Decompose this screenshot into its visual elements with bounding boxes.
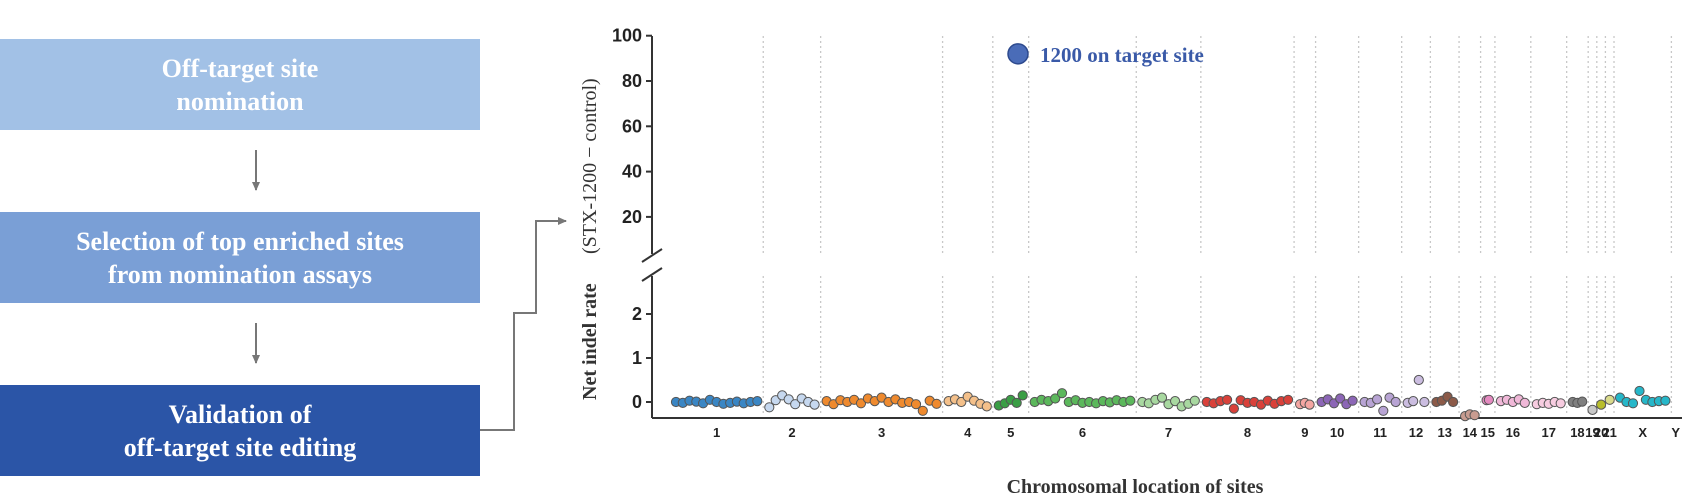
x-tick-label-chr20: 20 bbox=[1594, 425, 1608, 440]
point-chr11 bbox=[1390, 396, 1401, 408]
point-chr9 bbox=[1304, 399, 1315, 410]
flow-arrow-to-chart bbox=[480, 217, 567, 431]
x-tick-label-chr6: 6 bbox=[1079, 425, 1086, 440]
x-tick-label-chrY: Y bbox=[1671, 425, 1680, 440]
point-chr2 bbox=[790, 399, 801, 410]
point-chr5 bbox=[1017, 390, 1028, 401]
point-chr8 bbox=[1222, 394, 1233, 405]
point-chr2 bbox=[809, 399, 820, 410]
x-tick-label-chr3: 3 bbox=[878, 425, 885, 440]
y-tick-label: 1 bbox=[632, 348, 642, 368]
point-chr7 bbox=[1156, 392, 1168, 403]
axis-break-mark bbox=[641, 248, 663, 282]
on-target-point bbox=[1007, 43, 1029, 65]
point-chr3 bbox=[910, 399, 922, 410]
point-chrX bbox=[1634, 385, 1645, 397]
x-tick-label-chr11: 11 bbox=[1373, 425, 1387, 440]
x-tick-label-chr9: 9 bbox=[1301, 425, 1308, 440]
x-tick-label-chr2: 2 bbox=[788, 425, 795, 440]
y-tick-label: 2 bbox=[632, 304, 642, 324]
x-tick-label-chr12: 12 bbox=[1409, 425, 1423, 440]
x-tick-label-chrX: X bbox=[1638, 425, 1647, 440]
x-tick-label-chr5: 5 bbox=[1007, 425, 1014, 440]
on-target-label: 1200 on target site bbox=[1040, 43, 1204, 67]
x-tick-label-chr13: 13 bbox=[1437, 425, 1451, 440]
point-chr12 bbox=[1413, 374, 1424, 386]
point-chr5 bbox=[1011, 397, 1022, 408]
x-axis-title: Chromosomal location of sites bbox=[1007, 476, 1264, 498]
y-tick-label: 20 bbox=[622, 207, 642, 227]
point-chr10 bbox=[1347, 395, 1358, 406]
point-chr13 bbox=[1448, 396, 1459, 408]
workflow-step-validation: Validation of off-target site editing bbox=[0, 385, 480, 476]
workflow-step-selection-label: Selection of top enriched sites from nom… bbox=[76, 226, 404, 289]
point-chr20 bbox=[1596, 399, 1607, 410]
point-chr12 bbox=[1419, 396, 1430, 408]
point-chr12 bbox=[1408, 396, 1419, 407]
x-tick-label-chr15: 15 bbox=[1481, 425, 1495, 440]
point-chr3 bbox=[917, 405, 928, 416]
x-tick-label-chr21: 21 bbox=[1602, 425, 1616, 440]
x-tick-label-chr14: 14 bbox=[1463, 425, 1478, 440]
y-tick-label: 0 bbox=[632, 392, 642, 412]
y-tick-label: 60 bbox=[622, 116, 642, 136]
y-tick-label: 100 bbox=[612, 26, 642, 46]
point-chr8 bbox=[1228, 403, 1240, 414]
x-tick-label-chr1: 1 bbox=[713, 425, 720, 440]
point-chr11 bbox=[1372, 394, 1383, 405]
data-points bbox=[670, 374, 1671, 422]
y-ticks-lower: 0 1 2 bbox=[632, 304, 652, 412]
workflow-step-validation-label: Validation of off-target site editing bbox=[123, 399, 357, 462]
point-chr21 bbox=[1604, 394, 1615, 405]
point-chr10 bbox=[1335, 393, 1346, 404]
point-chr6 bbox=[1125, 395, 1136, 406]
point-chr11 bbox=[1378, 405, 1389, 416]
point-chr2 bbox=[764, 402, 775, 413]
x-tick-label-chr10: 10 bbox=[1330, 425, 1344, 440]
point-chr14 bbox=[1469, 410, 1480, 421]
point-chr17 bbox=[1555, 398, 1566, 409]
workflow-step-nomination-label: Off-target site nomination bbox=[161, 53, 319, 116]
x-tick-label-chr17: 17 bbox=[1541, 425, 1555, 440]
y-tick-label: 40 bbox=[622, 162, 642, 182]
x-tick-label-chr16: 16 bbox=[1506, 425, 1520, 440]
point-chr16 bbox=[1519, 397, 1530, 408]
y-tick-label: 80 bbox=[622, 71, 642, 91]
x-tick-label-chr7: 7 bbox=[1165, 425, 1172, 440]
point-chr19 bbox=[1587, 404, 1598, 415]
point-chr3 bbox=[855, 398, 867, 409]
point-chr1 bbox=[752, 396, 763, 407]
point-chr4 bbox=[981, 401, 992, 412]
point-chr3 bbox=[931, 398, 942, 409]
point-chr18 bbox=[1577, 396, 1588, 407]
x-tick-label-chr4: 4 bbox=[964, 425, 972, 440]
chromosome-grid-lines bbox=[762, 36, 1673, 416]
workflow-step-nomination: Off-target site nomination bbox=[0, 39, 480, 130]
y-ticks-upper: 20 40 60 80 100 bbox=[612, 26, 652, 227]
point-chr6 bbox=[1050, 393, 1061, 404]
point-chr6 bbox=[1056, 388, 1068, 399]
x-tick-label-chr8: 8 bbox=[1244, 425, 1251, 440]
point-chr7 bbox=[1189, 395, 1200, 406]
point-chr15 bbox=[1483, 394, 1495, 405]
x-tick-label-chr19: 19 bbox=[1585, 425, 1599, 440]
point-chrX bbox=[1627, 398, 1639, 409]
workflow-step-selection: Selection of top enriched sites from nom… bbox=[0, 212, 480, 303]
x-tick-label-chr18: 18 bbox=[1570, 425, 1584, 440]
y-axis-subtitle: (STX-1200 − control) bbox=[579, 78, 601, 254]
point-chr8 bbox=[1283, 394, 1294, 405]
point-chr7 bbox=[1170, 396, 1181, 407]
point-chrX bbox=[1660, 395, 1671, 406]
y-axis-title: Net indel rate bbox=[579, 283, 601, 400]
